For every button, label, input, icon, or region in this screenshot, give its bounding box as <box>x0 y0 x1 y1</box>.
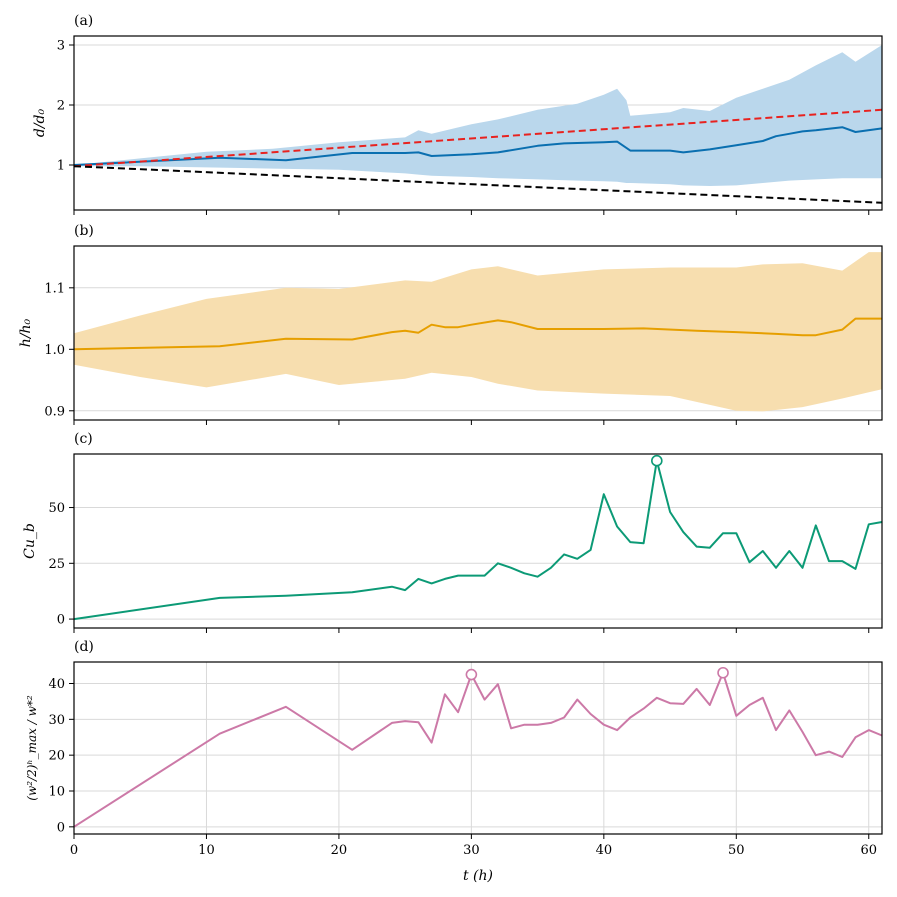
panel-d-y-label: (w²/2)ʰ_max / w*² <box>25 695 39 801</box>
panel-a: (a) 1 2 3 d/d₀ <box>32 13 883 215</box>
x-axis-label: t (h) <box>463 868 493 884</box>
panel-a-series-0 <box>73 126 883 166</box>
panel-d-series-layer <box>73 671 883 828</box>
x-tick-label-5: 50 <box>728 843 745 858</box>
panel-d-label: (d) <box>74 639 94 655</box>
x-tick-label-1: 10 <box>198 843 215 858</box>
x-tick-label-2: 20 <box>331 843 348 858</box>
panel-c-ytick-label-2: 50 <box>48 501 65 516</box>
panel-c-ytick-label-1: 25 <box>48 557 65 572</box>
panel-b-ytick-label-2: 1.1 <box>44 281 65 296</box>
panel-d-grid <box>73 662 882 834</box>
panel-d-ytick-label-4: 40 <box>48 677 65 692</box>
panel-a-series-1 <box>73 108 883 168</box>
panel-c-grid <box>74 507 882 620</box>
panel-d-marker-layer <box>465 666 729 681</box>
panel-d-series-0 <box>73 671 883 828</box>
panel-b-ytick-label-1: 1.0 <box>44 343 65 358</box>
panel-a-y-label: d/d₀ <box>32 108 48 137</box>
panel-a-ytick-label-0: 1 <box>57 159 65 174</box>
panel-c-label: (c) <box>74 431 93 447</box>
panel-b: (b) 0.9 1.0 1.1 h/h₀ <box>18 223 883 425</box>
panel-b-band-layer <box>74 252 882 412</box>
x-tick-label-3: 30 <box>463 843 480 858</box>
panel-d-y-ticks: 0 10 20 30 40 <box>48 677 74 835</box>
panel-d-ytick-label-0: 0 <box>57 820 65 835</box>
panel-a-ytick-label-1: 2 <box>57 99 65 114</box>
panel-a-x-ticks <box>73 210 870 215</box>
panel-c-y-label: Cu_b <box>22 523 38 559</box>
panel-c-max-marker-0 <box>651 454 663 467</box>
panel-c-ytick-label-0: 0 <box>57 613 65 628</box>
panel-a-spread-band <box>74 45 882 186</box>
panel-b-y-ticks: 0.9 1.0 1.1 <box>44 281 74 419</box>
panel-a-series-2 <box>73 165 883 204</box>
x-tick-label-0: 0 <box>70 843 78 858</box>
panel-a-label: (a) <box>74 13 93 29</box>
panel-a-frame <box>73 35 883 211</box>
panel-d-max-marker-1 <box>717 666 729 679</box>
panel-d-ytick-label-1: 10 <box>48 785 65 800</box>
panel-b-series-layer <box>73 317 882 351</box>
x-tick-label-4: 40 <box>596 843 613 858</box>
panel-a-series-layer <box>73 108 883 204</box>
panel-b-spread-band <box>74 252 882 412</box>
panel-c-series-layer <box>73 459 883 621</box>
panel-d-ytick-label-2: 20 <box>48 749 65 764</box>
x-tick-label-6: 60 <box>860 843 877 858</box>
panel-b-frame <box>73 245 883 421</box>
panel-b-series-0 <box>73 317 882 351</box>
panel-c-y-ticks: 0 25 50 <box>48 501 74 628</box>
panel-c-series-0 <box>73 459 883 621</box>
panel-b-ytick-label-0: 0.9 <box>44 404 65 419</box>
panel-a-band-layer <box>74 45 882 186</box>
panel-c-marker-layer <box>651 454 663 467</box>
panel-c-x-ticks <box>73 628 870 633</box>
panel-c-frame <box>73 453 883 629</box>
panel-d-max-marker-0 <box>465 668 478 681</box>
panel-c: (c) 0 25 50 Cu_b <box>22 431 883 633</box>
panel-a-y-ticks: 1 2 3 <box>57 39 74 174</box>
panel-d-ytick-label-3: 30 <box>48 713 65 728</box>
panel-a-ytick-label-2: 3 <box>57 39 65 54</box>
panel-d-x-ticks: 0 10 20 30 40 50 60 <box>70 834 877 858</box>
panel-b-y-label: h/h₀ <box>18 318 34 347</box>
panel-b-label: (b) <box>74 223 94 239</box>
panel-b-x-ticks <box>73 420 870 425</box>
panel-d-frame <box>73 661 883 835</box>
panel-d: (d) 0 10 20 30 40 50 60 0 10 20 30 40 (w²/2)ʰ_max … <box>25 639 883 858</box>
